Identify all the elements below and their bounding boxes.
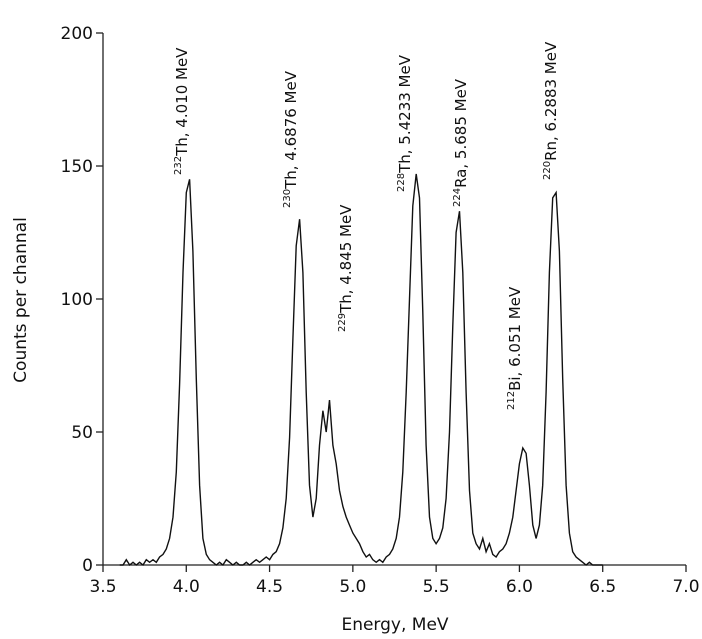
peak-label: Ra, 5.685 MeV (452, 78, 470, 188)
peak-annotation: 230Th, 4.6876 MeV (282, 70, 300, 208)
peak-label: Bi, 6.051 MeV (506, 286, 524, 391)
x-tick-label: 7.0 (672, 577, 699, 597)
x-tick-label: 4.5 (256, 577, 283, 597)
peak-annotation: 212Bi, 6.051 MeV (506, 286, 524, 410)
peak-annotation: 232Th, 4.010 MeV (173, 47, 191, 175)
isotope-mass: 232 (173, 156, 184, 175)
y-tick-label: 0 (82, 556, 93, 576)
spectrum-line (119, 173, 603, 567)
isotope-mass: 220 (542, 161, 553, 180)
x-tick-label: 3.5 (89, 577, 116, 597)
y-tick-label: 50 (71, 423, 93, 443)
x-tick-label: 5.0 (339, 577, 366, 597)
peak-label: Th, 4.010 MeV (173, 47, 191, 157)
y-tick-label: 200 (61, 24, 93, 44)
x-axis-label: Energy, MeV (341, 615, 448, 635)
y-tick-label: 100 (61, 290, 93, 310)
peak-label: Th, 4.845 MeV (337, 204, 355, 314)
x-tick-label: 4.0 (173, 577, 200, 597)
isotope-mass: 228 (396, 173, 407, 192)
isotope-mass: 230 (282, 189, 293, 208)
peak-annotation: 224Ra, 5.685 MeV (452, 78, 470, 207)
peak-annotation: 220Rn, 6.2883 MeV (542, 41, 560, 180)
peak-label: Rn, 6.2883 MeV (542, 41, 560, 161)
peak-label: Th, 5.4233 MeV (396, 54, 414, 174)
peak-annotation: 228Th, 5.4233 MeV (396, 54, 414, 192)
isotope-mass: 229 (337, 313, 348, 332)
isotope-mass: 224 (452, 188, 463, 207)
x-tick-label: 5.5 (423, 577, 450, 597)
y-axis-label: Counts per channal (11, 217, 31, 383)
x-tick-label: 6.5 (589, 577, 616, 597)
isotope-mass: 212 (506, 391, 517, 410)
peak-annotation: 229Th, 4.845 MeV (337, 204, 355, 332)
peak-label: Th, 4.6876 MeV (282, 70, 300, 190)
x-tick-label: 6.0 (506, 577, 533, 597)
y-tick-label: 150 (61, 157, 93, 177)
